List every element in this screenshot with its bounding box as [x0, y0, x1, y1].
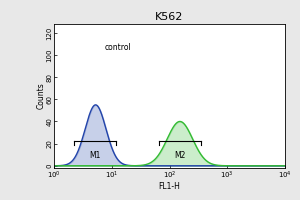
X-axis label: FL1-H: FL1-H [159, 182, 180, 191]
Title: K562: K562 [155, 12, 184, 22]
Text: M2: M2 [175, 151, 186, 160]
Text: M1: M1 [90, 151, 101, 160]
Y-axis label: Counts: Counts [36, 83, 45, 109]
Text: control: control [105, 43, 132, 52]
